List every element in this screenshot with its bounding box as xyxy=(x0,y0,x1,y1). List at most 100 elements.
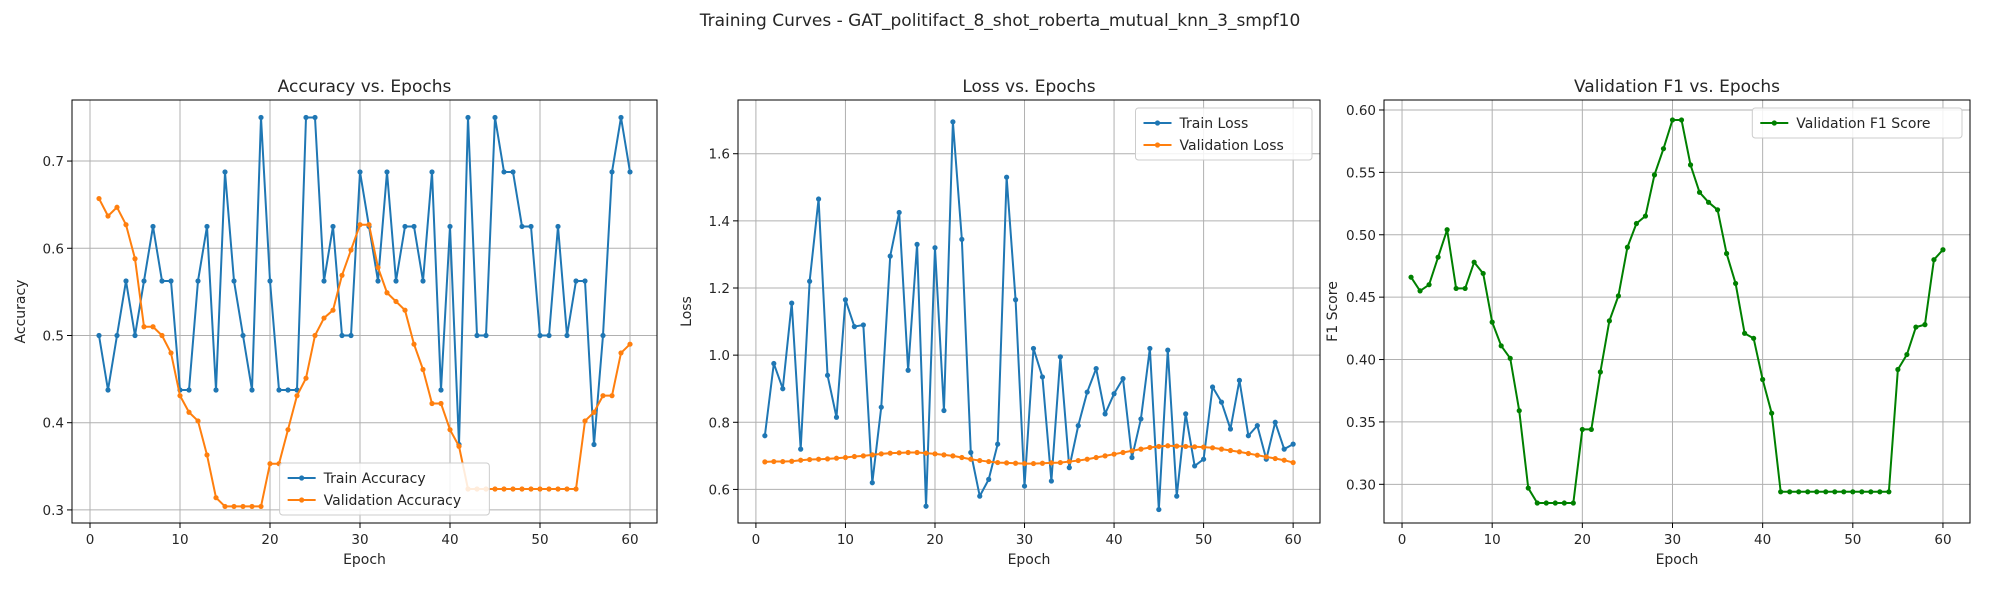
loss-point xyxy=(959,454,965,461)
accuracy-point xyxy=(420,366,426,373)
loss-point xyxy=(824,372,831,378)
loss-point xyxy=(887,253,893,259)
loss-point xyxy=(771,458,777,465)
accuracy-xlabel: Epoch xyxy=(343,552,386,568)
loss-point xyxy=(1236,377,1243,383)
accuracy-point xyxy=(195,278,201,284)
loss-legend-marker xyxy=(1154,120,1161,126)
loss-point xyxy=(959,236,965,242)
accuracy-point xyxy=(339,332,345,339)
loss-point xyxy=(1174,443,1180,449)
loss-ytick-label: 1.4 xyxy=(709,214,730,230)
loss-point xyxy=(941,452,947,458)
loss-xtick-label: 30 xyxy=(1016,532,1033,548)
loss-point xyxy=(1057,459,1063,466)
figure-suptitle: Training Curves - GAT_politifact_8_shot_… xyxy=(699,11,1301,31)
loss-point xyxy=(789,300,795,306)
accuracy-point xyxy=(123,222,129,228)
loss-xtick-label: 60 xyxy=(1285,532,1302,548)
accuracy-point xyxy=(339,272,345,278)
loss-xtick-label: 40 xyxy=(1105,532,1122,548)
accuracy-point xyxy=(348,332,354,339)
accuracy-point xyxy=(555,223,561,230)
loss-point xyxy=(1012,460,1019,466)
loss-point xyxy=(1004,174,1010,180)
f1-point xyxy=(1760,376,1766,383)
loss-point xyxy=(798,457,804,463)
loss-point xyxy=(1254,452,1260,458)
loss-point xyxy=(878,404,884,410)
loss-xtick-label: 20 xyxy=(926,532,943,548)
accuracy-point xyxy=(240,503,246,510)
loss-xtick-label: 10 xyxy=(837,532,854,548)
loss-point xyxy=(1075,423,1081,429)
f1-point xyxy=(1651,172,1658,178)
accuracy-point xyxy=(357,169,363,175)
loss-point xyxy=(1174,493,1180,499)
accuracy-point xyxy=(627,169,633,175)
accuracy-point xyxy=(141,278,147,284)
f1-legend-marker xyxy=(1771,120,1777,126)
loss-xlabel: Epoch xyxy=(1008,552,1051,568)
accuracy-point xyxy=(258,503,264,510)
accuracy-point xyxy=(537,486,543,492)
loss-point xyxy=(905,449,911,456)
loss-point xyxy=(1209,384,1216,390)
loss-point xyxy=(914,449,920,456)
accuracy-xtick-label: 30 xyxy=(351,532,368,548)
f1-point xyxy=(1417,288,1423,294)
loss-point xyxy=(1012,297,1019,303)
loss-point xyxy=(1218,399,1225,405)
loss-point xyxy=(941,407,947,414)
accuracy-point xyxy=(267,461,273,467)
accuracy-title: Accuracy vs. Epochs xyxy=(278,77,452,97)
f1-ytick-label: 0.40 xyxy=(1346,353,1376,369)
f1-point xyxy=(1687,162,1694,168)
accuracy-point xyxy=(393,278,399,284)
loss-point xyxy=(905,367,911,373)
loss-point xyxy=(1084,389,1090,395)
f1-point xyxy=(1814,489,1820,495)
loss-point xyxy=(1156,506,1162,513)
accuracy-point xyxy=(159,278,165,284)
accuracy-point xyxy=(231,503,237,510)
loss-point xyxy=(1093,454,1099,461)
loss-point xyxy=(1281,446,1287,452)
accuracy-point xyxy=(168,350,174,356)
accuracy-point xyxy=(528,223,534,230)
accuracy-point xyxy=(114,204,120,210)
accuracy-point xyxy=(222,169,228,175)
f1-ytick-label: 0.30 xyxy=(1346,477,1376,493)
accuracy-point xyxy=(267,278,273,284)
accuracy-point xyxy=(186,409,192,415)
accuracy-point xyxy=(384,290,390,296)
f1-point xyxy=(1778,489,1784,495)
loss-point xyxy=(1039,460,1046,466)
accuracy-ytick-label: 0.4 xyxy=(43,416,64,432)
accuracy-point xyxy=(501,169,507,175)
f1-point xyxy=(1579,426,1585,433)
accuracy-point xyxy=(366,222,372,228)
accuracy-point xyxy=(411,223,417,230)
accuracy-point xyxy=(465,114,471,121)
loss-point xyxy=(1120,376,1126,382)
f1-point xyxy=(1805,489,1811,495)
loss-point xyxy=(977,493,983,499)
loss-point xyxy=(878,451,884,457)
f1-point xyxy=(1615,293,1621,299)
accuracy-point xyxy=(141,324,147,330)
f1-xtick-label: 60 xyxy=(1934,532,1951,548)
loss-point xyxy=(1111,391,1117,397)
accuracy-xtick-label: 60 xyxy=(621,532,638,548)
loss-point xyxy=(1147,345,1153,352)
loss-point xyxy=(1281,457,1287,463)
accuracy-point xyxy=(600,332,606,339)
accuracy-point xyxy=(474,332,480,339)
f1-point xyxy=(1940,247,1946,253)
f1-title: Validation F1 vs. Epochs xyxy=(1574,77,1780,97)
loss-xtick-label: 0 xyxy=(752,532,761,548)
accuracy-point xyxy=(393,298,399,305)
accuracy-point xyxy=(609,169,615,175)
loss-point xyxy=(1183,443,1189,450)
accuracy-point xyxy=(123,278,129,284)
